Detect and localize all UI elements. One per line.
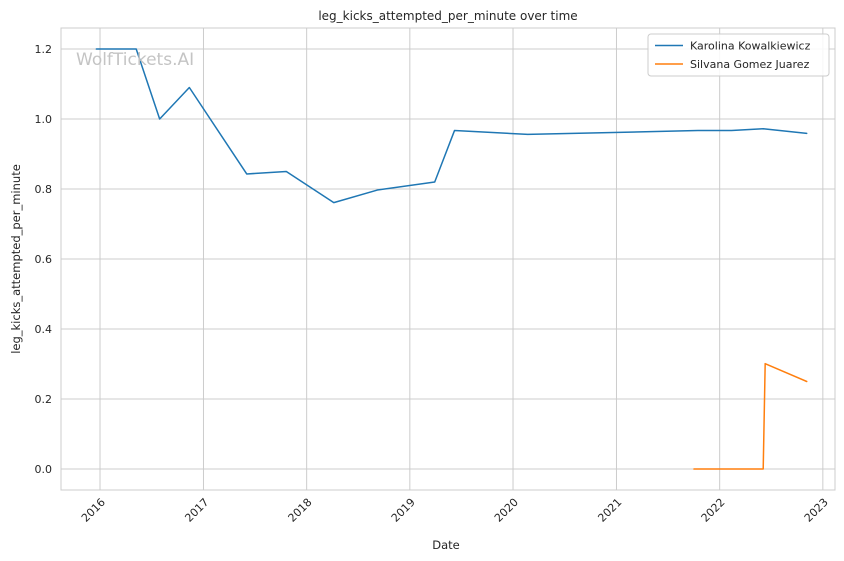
chart-title: leg_kicks_attempted_per_minute over time (318, 9, 577, 23)
y-tick-label: 0.2 (35, 393, 53, 406)
legend: Karolina Kowalkiewicz Silvana Gomez Juar… (647, 33, 830, 77)
x-tick-label: 2023 (802, 496, 831, 525)
y-tick-labels: 0.0 0.2 0.4 0.6 0.8 1.0 1.2 (35, 43, 53, 476)
x-axis-title: Date (432, 538, 460, 552)
y-tick-label: 1.0 (35, 113, 53, 126)
x-tick-group: 2020 (492, 496, 521, 525)
y-tick-label: 0.8 (35, 183, 53, 196)
y-axis-title: leg_kicks_attempted_per_minute (9, 164, 23, 354)
x-tick-label: 2021 (595, 496, 624, 525)
legend-label-silvana-gomez-juarez: Silvana Gomez Juarez (690, 58, 810, 71)
series-line-silvana-gomez-juarez (693, 362, 808, 470)
legend-box (647, 33, 830, 77)
x-tick-group: 2018 (286, 496, 315, 525)
x-tick-group: 2021 (595, 496, 624, 525)
x-tick-label: 2022 (699, 496, 728, 525)
x-tick-label: 2016 (79, 496, 108, 525)
watermark: WolfTickets.AI (76, 50, 194, 70)
grid (61, 28, 835, 490)
x-tick-group: 2023 (802, 496, 831, 525)
x-tick-label: 2019 (389, 496, 418, 525)
x-tick-label: 2020 (492, 496, 521, 525)
series-layer (95, 48, 808, 470)
legend-label-karolina-kowalkiewicz: Karolina Kowalkiewicz (690, 40, 811, 53)
x-tick-group: 2019 (389, 496, 418, 525)
x-tick-labels: 2016 2017 2018 2019 2020 2021 2022 2023 (79, 496, 831, 525)
x-tick-group: 2016 (79, 496, 108, 525)
plot-frame (60, 27, 836, 491)
y-tick-label: 0.6 (35, 253, 53, 266)
x-tick-label: 2017 (182, 496, 211, 525)
x-tick-label: 2018 (286, 496, 315, 525)
series-line-karolina-kowalkiewicz (95, 48, 808, 204)
x-tick-group: 2022 (699, 496, 728, 525)
y-tick-label: 1.2 (35, 43, 53, 56)
x-tick-group: 2017 (182, 496, 211, 525)
y-tick-label: 0.4 (35, 323, 53, 336)
y-tick-label: 0.0 (35, 463, 53, 476)
